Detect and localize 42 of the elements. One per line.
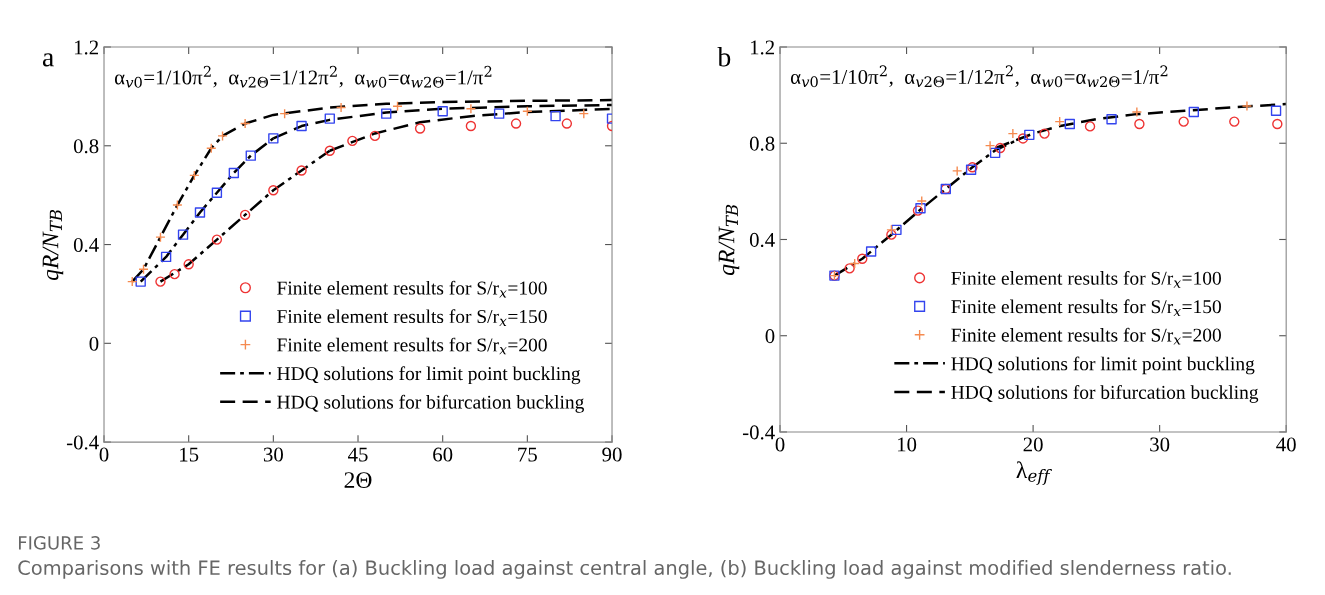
chart-title: b <box>717 47 731 67</box>
x-tick-label: 40 <box>1276 437 1296 452</box>
y-tick-label: -0.4 <box>66 435 99 450</box>
legend-label: HDQ solutions for bifurcation buckling <box>951 385 1259 403</box>
legend-label: Finite element results for S/r$_{x}$=100 <box>277 280 547 298</box>
y-tick-label: 1.2 <box>750 40 775 55</box>
legend-label: Finite element results for S/r$_{x}$=100 <box>951 270 1221 288</box>
text: Comparisons with FE results for (a) Buckling load against central angle, (b) Buckling load against modified slenderness ratio. <box>18 560 1231 579</box>
x-tick-label: 10 <box>897 437 917 452</box>
x-axis-title: 2Θ <box>344 472 372 489</box>
legend-label: Finite element results for S/r$_{x}$=150 <box>277 309 547 326</box>
x-tick-label: 15 <box>180 447 199 462</box>
x-tick-label: 45 <box>348 447 368 462</box>
y-tick-label: 0.4 <box>73 237 99 253</box>
x-tick-label: 20 <box>1023 437 1043 452</box>
x-tick-label: 90 <box>602 447 622 462</box>
legend-label: HDQ solutions for limit point buckling <box>951 356 1255 375</box>
legend-label: Finite element results for S/r$_{x}$=150 <box>951 299 1221 317</box>
x-tick-label: 75 <box>518 447 537 462</box>
legend-label: HDQ solutions for limit point buckling <box>277 366 581 385</box>
x-tick-label: 30 <box>263 447 283 462</box>
legend-label: HDQ solutions for bifurcation buckling <box>277 394 584 413</box>
x-tick-label: 30 <box>1150 437 1170 452</box>
chart-title: a <box>42 53 54 67</box>
y-tick-label: 0 <box>765 329 775 344</box>
x-tick-label: 0 <box>775 437 785 452</box>
x-tick-label: 60 <box>433 447 453 462</box>
y-axis-title: qR/N$_{TB}$ <box>42 209 64 281</box>
x-axis-title: λ$_{eff}$ <box>1016 461 1052 486</box>
y-axis-title: qR/N$_{TB}$ <box>718 204 740 276</box>
text: α$_{v0}$=1/10π$^{2}$, α$_{v2Θ}$=1/12π$^{2}$, α$_{w0}$=α$_{w2Θ}$=1/π$^{2}$ <box>114 65 492 88</box>
x-tick-label: 0 <box>99 447 109 462</box>
y-tick-label: 0.8 <box>749 136 775 151</box>
caption: FIGURE 3 <box>19 536 100 550</box>
y-tick-label: 1.2 <box>74 40 98 55</box>
y-tick-label: 0.8 <box>73 139 99 154</box>
y-tick-label: 0.4 <box>749 232 775 248</box>
legend-label: Finite element results for S/r$_{x}$=200 <box>277 337 547 355</box>
y-tick-label: 0 <box>89 336 99 351</box>
legend-label: Finite element results for S/r$_{x}$=200 <box>951 327 1221 345</box>
y-tick-label: -0.4 <box>742 425 775 440</box>
text: α$_{v0}$=1/10π$^{2}$, α$_{v2Θ}$=1/12π$^{2}$, α$_{w0}$=α$_{w2Θ}$=1/π$^{2}$ <box>790 65 1168 88</box>
